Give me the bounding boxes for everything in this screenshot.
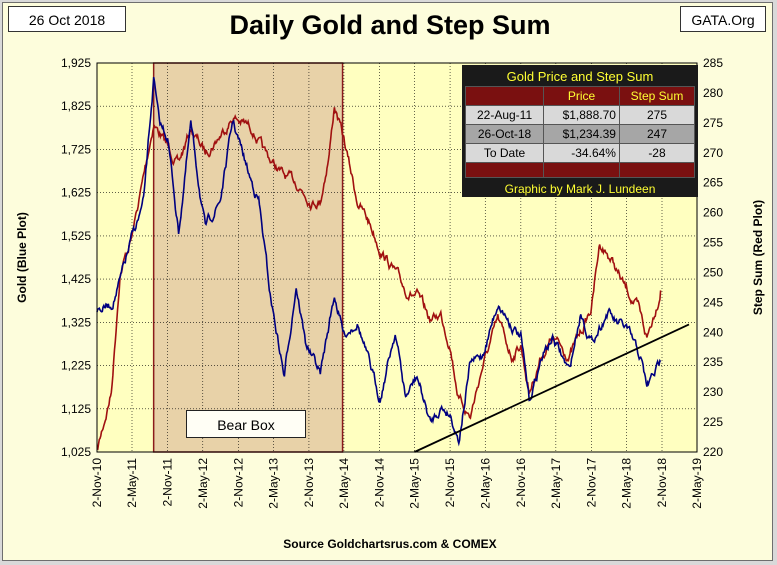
y-tick-left: 1,025 — [61, 445, 91, 459]
legend-row-stepsum: 247 — [618, 124, 696, 144]
series-line-gold — [96, 76, 662, 447]
legend-row-label: 22-Aug-11 — [464, 105, 545, 125]
x-tick-label: 2-Nov-15 — [443, 458, 457, 508]
y-tick-right: 220 — [703, 445, 723, 459]
legend-row-label: 26-Oct-18 — [464, 124, 545, 144]
legend-row-stepsum: 275 — [618, 105, 696, 125]
series-line-stepsum — [96, 107, 662, 451]
y-tick-left: 1,925 — [61, 56, 91, 70]
legend-header-stepsum: Step Sum — [618, 86, 696, 106]
y-tick-left: 1,525 — [61, 229, 91, 243]
x-tick-label: 2-Nov-10 — [90, 458, 104, 508]
x-tick-label: 2-Nov-11 — [161, 458, 175, 507]
y-tick-left: 1,825 — [61, 99, 91, 113]
legend-row: 22-Aug-11 $1,888.70 275 — [464, 105, 696, 125]
legend-row-price: -34.64% — [543, 143, 620, 163]
legend-header-row: Price Step Sum — [464, 86, 696, 106]
x-tick-label: 2-May-17 — [549, 458, 563, 509]
y-tick-right: 260 — [703, 206, 723, 220]
legend-title: Gold Price and Step Sum — [506, 69, 654, 84]
y-tick-right: 235 — [703, 355, 723, 369]
y-tick-right: 255 — [703, 236, 723, 250]
y-tick-right: 230 — [703, 385, 723, 399]
y-tick-right: 240 — [703, 325, 723, 339]
y-tick-right: 250 — [703, 265, 723, 279]
x-tick-label: 2-Nov-18 — [655, 458, 669, 508]
x-tick-label: 2-May-16 — [478, 458, 492, 509]
x-tick-label: 2-Nov-13 — [302, 458, 316, 508]
x-tick-label: 2-Nov-14 — [373, 458, 387, 508]
y-tick-left: 1,625 — [61, 186, 91, 200]
legend-row: 26-Oct-18 $1,234.39 247 — [464, 124, 696, 144]
y-tick-right: 275 — [703, 116, 723, 130]
org-label: GATA.Org — [680, 6, 766, 32]
chart-title: Daily Gold and Step Sum — [229, 10, 551, 40]
right-axis-ticks: 220 225 230 235 240 245 250 255 260 265 270 275 280 2… — [703, 56, 723, 459]
legend-header-blank — [464, 86, 545, 106]
y-tick-right: 265 — [703, 176, 723, 190]
legend-spacer-cell — [543, 162, 620, 178]
legend-table: Price Step Sum 22-Aug-11 $1,888.70 275 2… — [464, 86, 696, 178]
y-tick-left: 1,325 — [61, 315, 91, 329]
y-tick-right: 225 — [703, 415, 723, 429]
y-tick-left: 1,425 — [61, 272, 91, 286]
legend-header-price: Price — [543, 86, 620, 106]
y-tick-right: 280 — [703, 86, 723, 100]
date-label: 26 Oct 2018 — [8, 6, 126, 32]
legend-box: Gold Price and Step Sum Price Step Sum 2… — [462, 65, 698, 197]
plot-border — [96, 62, 698, 453]
y-tick-left: 1,125 — [61, 402, 91, 416]
legend-credit: Graphic by Mark J. Lundeen — [504, 182, 656, 196]
bear-box-region — [152, 62, 344, 453]
x-tick-label: 2-Nov-17 — [584, 458, 598, 508]
legend-spacer-cell — [464, 162, 545, 178]
legend-spacer-row — [464, 162, 696, 178]
legend-row-price: $1,888.70 — [543, 105, 620, 125]
x-tick-label: 2-Nov-12 — [231, 458, 245, 508]
x-axis-ticks: 2-Nov-10 2-May-11 2-Nov-11 2-May-12 2-Nov-12… — [90, 458, 704, 509]
bear-box-annotation: Bear Box — [186, 410, 306, 438]
source-note: Source Goldchartsrus.com & COMEX — [283, 537, 497, 551]
left-axis-ticks: 1,025 1,125 1,225 1,325 1,425 1,525 1,625 1,725… — [61, 56, 91, 459]
y-axis-label-left: Gold (Blue Plot) — [15, 212, 29, 303]
legend-row: To Date -34.64% -28 — [464, 143, 696, 163]
legend-spacer-cell — [618, 162, 696, 178]
x-tick-label: 2-May-18 — [619, 458, 633, 509]
legend-row-price: $1,234.39 — [543, 124, 620, 144]
legend-row-label: To Date — [464, 143, 545, 163]
y-tick-right: 245 — [703, 295, 723, 309]
y-tick-left: 1,225 — [61, 359, 91, 373]
trendline — [414, 323, 690, 453]
y-tick-right: 270 — [703, 146, 723, 160]
x-tick-label: 2-Nov-16 — [514, 458, 528, 508]
x-tick-label: 2-May-19 — [690, 458, 704, 509]
y-axis-label-right: Step Sum (Red Plot) — [751, 200, 765, 315]
x-tick-label: 2-May-11 — [125, 458, 139, 508]
y-tick-left: 1,725 — [61, 142, 91, 156]
x-tick-label: 2-May-15 — [407, 458, 421, 509]
x-tick-label: 2-May-13 — [266, 458, 280, 509]
x-tick-label: 2-May-14 — [337, 458, 351, 509]
y-tick-right: 285 — [703, 56, 723, 70]
x-tick-label: 2-May-12 — [196, 458, 210, 509]
legend-row-stepsum: -28 — [618, 143, 696, 163]
